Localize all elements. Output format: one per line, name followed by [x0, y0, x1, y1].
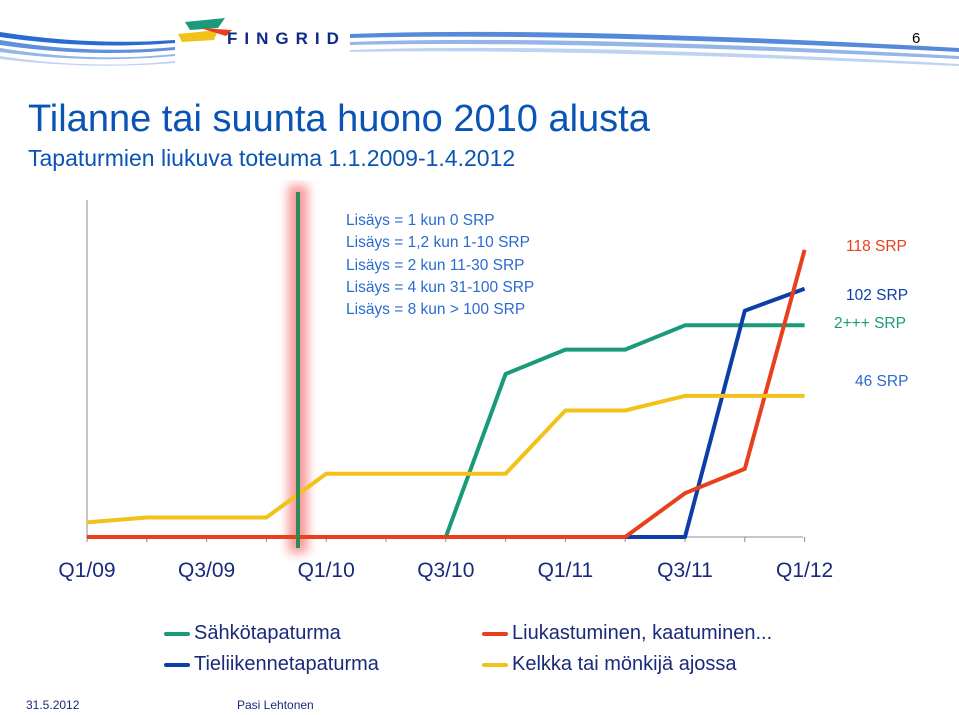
legend-item-slip: Liukastuminen, kaatuminen... — [482, 622, 772, 645]
end-label-yellow: 46 SRP — [855, 373, 909, 390]
end-label-red: 118 SRP — [846, 238, 907, 255]
page-subtitle: Tapaturmien liukuva toteuma 1.1.2009-1.4… — [28, 145, 516, 171]
x-tick-label: Q1/11 — [538, 559, 594, 582]
legend-swatch — [482, 631, 508, 636]
legend-label: Liukastuminen, kaatuminen... — [512, 622, 773, 644]
legend-swatch — [164, 631, 190, 636]
increment-notes: Lisäys = 1 kun 0 SRP Lisäys = 1,2 kun 1-… — [346, 210, 534, 321]
x-tick-label: Q3/10 — [417, 559, 474, 582]
legend-label: Tieliikennetapaturma — [194, 653, 379, 675]
series-line-4 — [86, 393, 805, 525]
page-number: 6 — [912, 30, 921, 47]
legend-item-electric: Sähkötapaturma — [164, 622, 341, 645]
footer-date: 31.5.2012 — [26, 698, 80, 712]
line-chart: Q1/09 Q3/09 Q1/10 Q3/10 Q1/11 Q3/11 Q1/12 — [58, 185, 833, 582]
logo-text: FINGRID — [227, 29, 346, 48]
legend-item-snowmobile: Kelkka tai mönkijä ajossa — [482, 653, 737, 676]
note-line: Lisäys = 8 kun > 100 SRP — [346, 301, 526, 319]
x-tick-label: Q1/09 — [58, 559, 115, 582]
legend-swatch — [482, 662, 508, 667]
end-label-blue: 102 SRP — [846, 287, 909, 304]
page-title: Tilanne tai suunta huono 2010 alusta — [28, 98, 650, 140]
note-line: Lisäys = 2 kun 11-30 SRP — [346, 256, 525, 274]
note-line: Lisäys = 1,2 kun 1-10 SRP — [346, 234, 530, 252]
x-tick-label: Q3/11 — [657, 559, 713, 582]
legend-item-traffic: Tieliikennetapaturma — [164, 653, 379, 676]
note-line: Lisäys = 4 kun 31-100 SRP — [346, 278, 535, 296]
series-line-1 — [87, 323, 805, 539]
legend-label: Sähkötapaturma — [194, 622, 341, 644]
legend-label: Kelkka tai mönkijä ajossa — [512, 653, 737, 675]
fingrid-logo: FINGRID — [0, 18, 959, 66]
x-tick-label: Q3/09 — [178, 559, 235, 582]
series-line-3 — [87, 249, 807, 539]
legend-swatch — [164, 662, 190, 667]
footer-author: Pasi Lehtonen — [237, 698, 314, 712]
x-tick-label: Q1/10 — [298, 559, 355, 582]
note-line: Lisäys = 1 kun 0 SRP — [346, 212, 495, 229]
x-tick-label: Q1/12 — [776, 559, 833, 582]
end-label-green: 2+++ SRP — [834, 315, 906, 332]
